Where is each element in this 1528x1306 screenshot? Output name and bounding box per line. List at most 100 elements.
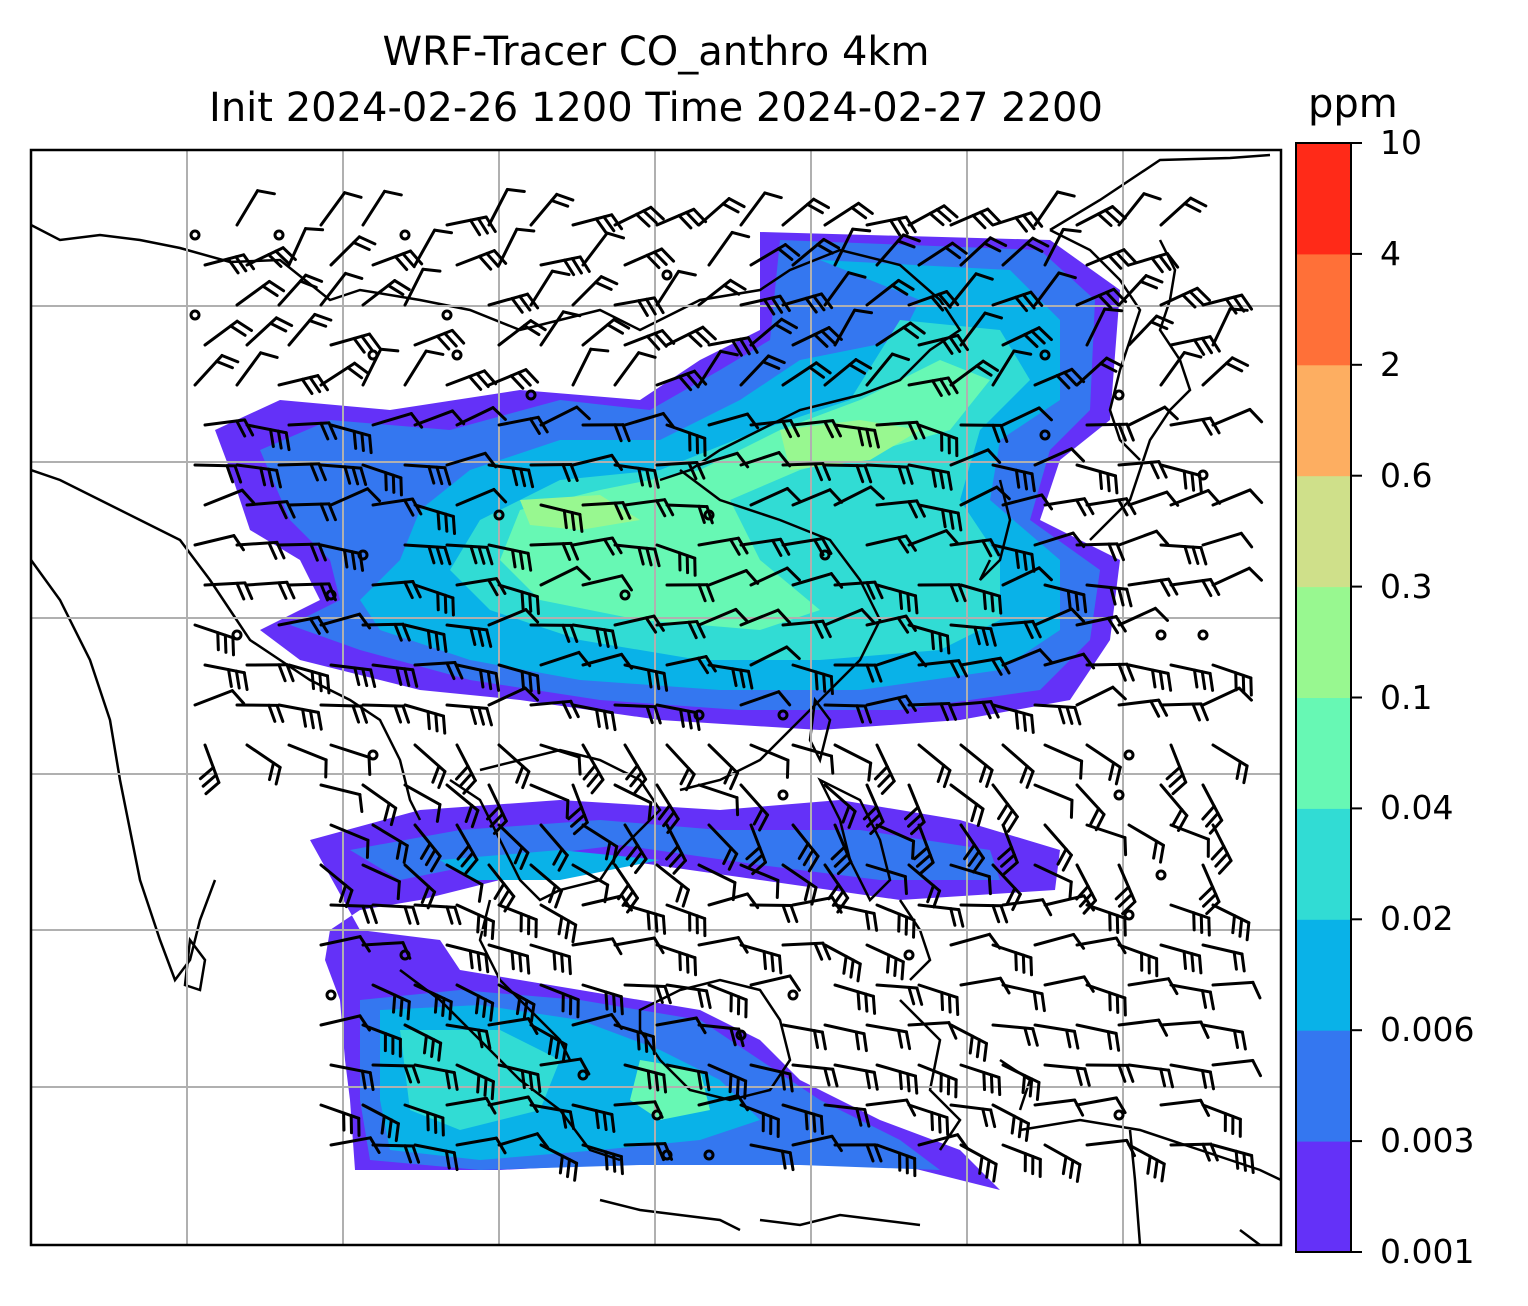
wind-barb: [917, 503, 963, 532]
wind-barb: [1117, 529, 1170, 547]
wind-barb: [865, 278, 915, 307]
wind-barb: [539, 983, 580, 1019]
calm-wind-marker: [1155, 869, 1167, 881]
wind-barb: [1169, 488, 1222, 507]
wind-barb: [529, 462, 579, 483]
calm-wind-marker: [819, 549, 831, 561]
wind-barb: [823, 703, 873, 724]
wind-barb: [287, 227, 325, 267]
wind-barb: [1085, 743, 1122, 786]
wind-barb: [959, 423, 1009, 443]
wind-barb: [455, 249, 508, 271]
wind-barb: [1085, 662, 1135, 682]
wind-barb: [875, 499, 926, 519]
wind-barb: [833, 743, 873, 782]
wind-barb: [497, 823, 530, 870]
wind-barb: [445, 215, 497, 237]
wind-barb: [791, 326, 843, 348]
wind-barb: [403, 349, 445, 387]
wind-barb: [907, 463, 953, 491]
wind-barb: [833, 1063, 879, 1091]
wind-barb: [739, 537, 791, 557]
wind-barb: [823, 1023, 868, 1053]
wind-barb: [1001, 493, 1054, 511]
wind-barb: [1127, 314, 1174, 347]
wind-barb: [707, 743, 740, 791]
wind-barb: [749, 566, 801, 587]
wind-barb: [1211, 663, 1253, 697]
wind-barb: [319, 191, 363, 227]
colorbar-tick-label: 0.3: [1380, 566, 1433, 606]
calm-wind-marker: [1113, 389, 1125, 401]
wind-barb: [949, 448, 1002, 467]
wind-barb: [833, 663, 883, 683]
wind-barb: [198, 743, 221, 796]
wind-barb: [739, 783, 770, 832]
wind-barb: [403, 1103, 445, 1137]
colorbar-segment: [1296, 475, 1351, 588]
wind-barb: [865, 614, 917, 634]
wind-barb: [697, 783, 740, 817]
wind-barb: [830, 823, 853, 876]
wind-barb: [1075, 205, 1127, 227]
calm-wind-marker: [619, 589, 631, 601]
wind-barb: [1085, 983, 1127, 1017]
wind-barb: [319, 543, 365, 572]
wind-barb: [329, 743, 372, 776]
wind-barb: [623, 983, 672, 1005]
calm-wind-marker: [357, 549, 369, 561]
wind-barb: [655, 703, 701, 731]
wind-barb: [623, 903, 667, 935]
wind-barb: [329, 1063, 375, 1092]
wind-barb: [1159, 351, 1203, 387]
wind-barb: [539, 310, 582, 347]
wind-barb: [1043, 583, 1088, 614]
colorbar-segment: [1296, 143, 1351, 255]
wind-barb: [875, 1063, 919, 1095]
wind-barb: [1159, 543, 1208, 566]
wind-barb: [1201, 356, 1250, 387]
wind-barb: [445, 863, 484, 903]
wind-barb: [529, 1023, 568, 1063]
wind-barb: [581, 574, 633, 592]
wind-barb: [1211, 743, 1249, 785]
wind-barb: [497, 1132, 550, 1149]
wind-barb: [287, 743, 328, 779]
wind-barb: [791, 663, 834, 696]
wind-barb: [245, 743, 282, 786]
wind-barb: [487, 608, 540, 627]
wind-barb: [865, 694, 917, 714]
wind-barb: [287, 502, 337, 522]
wind-barb: [1085, 823, 1128, 857]
wind-barb: [203, 663, 249, 692]
wind-barb: [865, 943, 905, 981]
wind-barb: [791, 823, 820, 873]
wind-barb: [991, 1103, 1030, 1142]
wind-barb: [203, 418, 255, 438]
wind-barb: [697, 278, 747, 307]
wind-barb: [571, 623, 618, 650]
wind-barb: [959, 485, 1011, 507]
wind-barb: [413, 903, 462, 926]
wind-barb: [917, 659, 968, 679]
wind-barb: [613, 296, 665, 317]
coastline-indochina: [449, 748, 662, 902]
wind-barb: [697, 607, 750, 627]
wind-barb: [1117, 606, 1169, 627]
wind-barb: [613, 543, 661, 568]
wind-barb: [1159, 463, 1203, 494]
wind-barb: [833, 485, 885, 507]
wind-barb: [739, 1103, 780, 1138]
wind-barb: [1001, 566, 1053, 587]
wind-barb: [991, 290, 1044, 313]
wind-barb: [791, 488, 844, 507]
wind-barb: [1033, 447, 1086, 467]
wind-barb: [403, 1023, 443, 1062]
wind-barb: [791, 896, 843, 914]
wind-barb: [665, 903, 707, 938]
wind-barb: [997, 823, 1019, 876]
wind-barb: [497, 227, 536, 267]
wind-barb: [539, 503, 584, 533]
wind-barb: [1075, 356, 1124, 387]
wind-barb: [949, 1023, 988, 1062]
